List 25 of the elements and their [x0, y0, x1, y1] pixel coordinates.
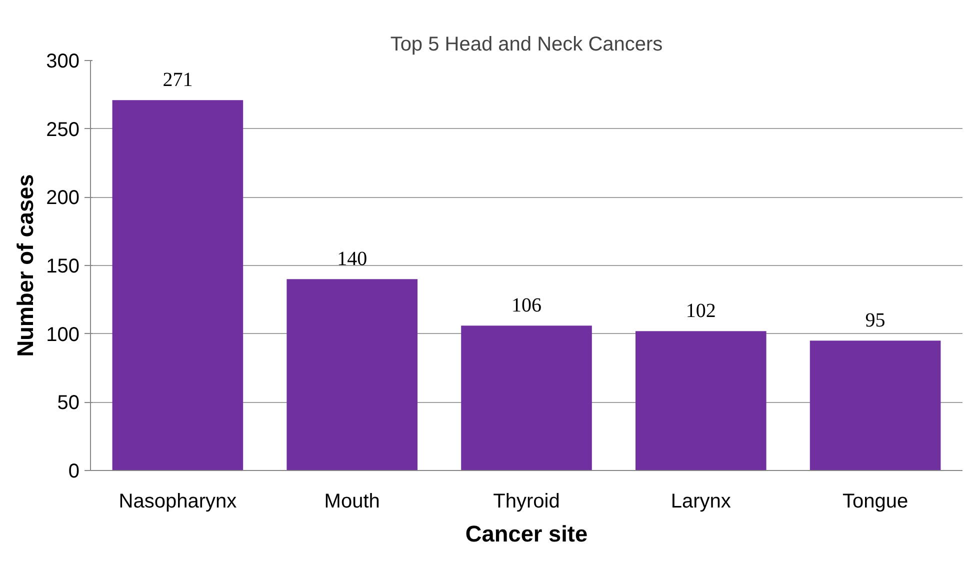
- data-label: 106: [512, 294, 542, 317]
- bar: [636, 331, 766, 470]
- x-tick-label: Larynx: [670, 490, 731, 512]
- y-tick-label: 300: [46, 50, 80, 72]
- y-tick-label: 150: [46, 256, 80, 278]
- x-tick-label: Thyroid: [493, 490, 560, 512]
- y-tick-label: 50: [57, 392, 80, 414]
- data-label: 95: [865, 310, 886, 332]
- y-tick-label: 0: [68, 460, 80, 482]
- x-tick-label: Mouth: [324, 490, 380, 512]
- data-label: 102: [686, 300, 716, 322]
- x-tick-label: Tongue: [842, 490, 908, 512]
- y-axis-title: Number of cases: [12, 174, 38, 357]
- chart-title: Top 5 Head and Neck Cancers: [390, 34, 663, 56]
- data-label: 271: [162, 69, 193, 92]
- y-tick-label: 250: [46, 118, 80, 141]
- x-tick-label: Nasopharynx: [118, 490, 237, 512]
- bar: [112, 100, 244, 470]
- bar: [286, 279, 418, 470]
- bar: [810, 340, 941, 470]
- bar: [461, 326, 592, 470]
- x-axis-title: Cancer site: [465, 520, 588, 546]
- y-tick-label: 200: [46, 187, 80, 210]
- data-label: 140: [337, 248, 368, 270]
- y-tick-label: 100: [46, 324, 80, 346]
